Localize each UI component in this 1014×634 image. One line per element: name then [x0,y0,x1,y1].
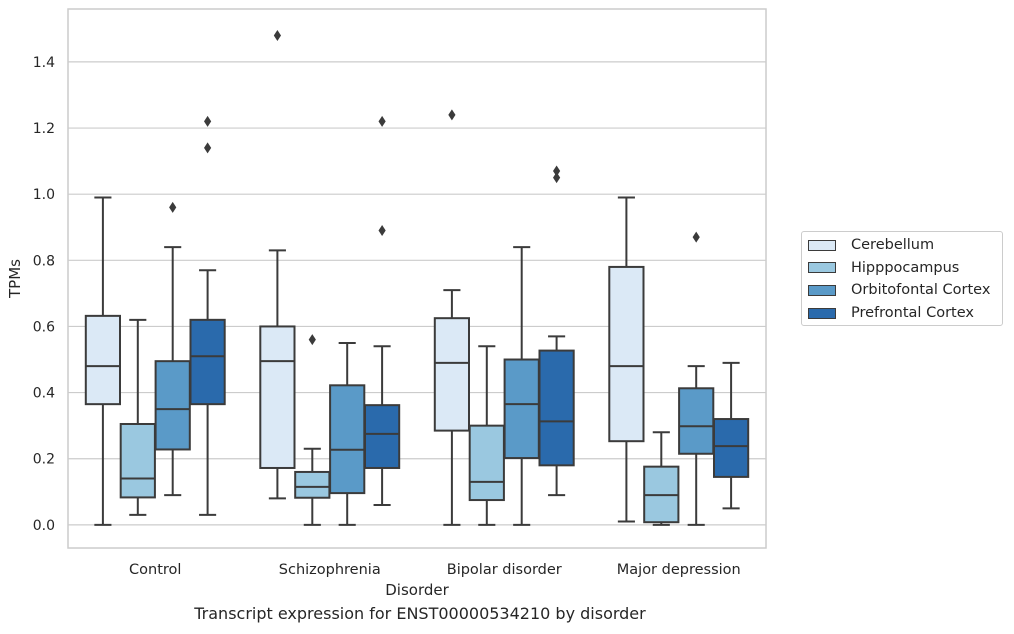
iqr-box [189,318,226,406]
iqr-box [119,422,156,499]
box-orbitofontal-cortex [154,201,191,497]
outlier-point [553,165,561,177]
box-prefrontal-cortex [363,115,401,507]
y-tick-label: 0.0 [33,518,55,534]
outlier-point [204,115,212,127]
outlier-point [169,201,177,213]
legend-label: Hipppocampus [851,259,960,276]
y-tick-label: 0.8 [33,253,55,269]
box-hipppocampus [468,345,505,526]
y-tick-label: 1.4 [33,55,55,71]
iqr-box [608,265,645,443]
box-cerebellum [433,109,471,526]
box-hipppocampus [119,318,156,516]
x-tick-labels: Control Schizophrenia Bipolar disorder Majo… [129,562,741,578]
legend-item: Cerebellum [808,235,934,255]
y-tick-labels: 0.0 0.2 0.4 0.6 0.8 1.0 1.2 1.4 [33,55,55,534]
iqr-box [329,384,366,495]
box-hipppocampus [294,334,331,526]
box-cerebellum [259,29,296,500]
boxes-layer [84,29,750,526]
box-cerebellum [608,196,645,523]
iqr-box [84,314,122,406]
box-prefrontal-cortex [538,165,575,497]
box-hipppocampus [643,431,680,526]
legend-swatch [808,284,836,296]
iqr-box [363,404,401,469]
plot-frame [67,8,767,549]
outlier-point [308,334,316,346]
y-tick-label: 1.0 [33,187,55,203]
legend-item: Hipppocampus [808,258,959,278]
outlier-point [378,115,386,127]
box-prefrontal-cortex [712,361,750,510]
legend-label: Orbitofontal Cortex [851,282,991,299]
legend-swatch [808,239,836,251]
legend-label: Prefrontal Cortex [851,305,974,322]
legend-item: Orbitofontal Cortex [808,280,990,300]
x-tick-label: Bipolar disorder [447,562,562,578]
box-orbitofontal-cortex [503,246,540,526]
outlier-point [553,172,561,184]
y-axis-label: TPMs [6,259,24,299]
legend-swatch [808,262,836,274]
iqr-box [503,358,540,460]
outlier-point [448,109,456,121]
box-cerebellum [84,196,122,526]
iqr-box [712,418,750,478]
legend-item: Prefrontal Cortex [808,303,974,323]
box-orbitofontal-cortex [678,231,715,526]
x-tick-label: Schizophrenia [279,562,381,578]
outlier-point [692,231,700,243]
legend-label: Cerebellum [851,237,935,253]
y-tick-label: 0.6 [33,319,55,335]
iqr-box [154,360,191,451]
iqr-box [468,424,505,502]
y-tick-label: 0.4 [33,386,55,402]
x-axis-label: Disorder [385,581,449,599]
outlier-point [378,225,386,237]
iqr-box [259,325,296,469]
iqr-box [433,317,471,432]
iqr-box [678,387,715,455]
box-prefrontal-cortex [189,115,226,516]
x-tick-label: Major depression [617,562,741,578]
chart-caption: Transcript expression for ENST0000053421… [194,604,646,623]
y-tick-label: 0.2 [33,452,55,468]
box-orbitofontal-cortex [329,341,366,526]
legend-swatch [808,307,836,319]
outlier-point [273,29,281,41]
outlier-point [204,142,212,154]
iqr-box [294,470,331,499]
legend: Cerebellum Hipppocampus Orbitofontal Corte… [801,231,1003,326]
x-tick-label: Control [129,562,181,578]
y-tick-label: 1.2 [33,121,55,137]
iqr-box [538,349,575,467]
